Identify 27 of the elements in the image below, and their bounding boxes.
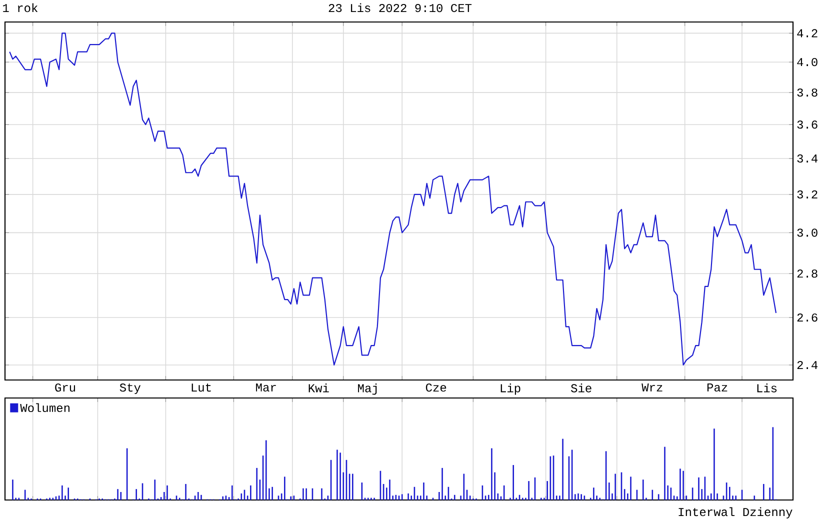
chart-subtitle: 23 Lis 2022 9:10 CET [328, 3, 472, 12]
y-tick-label: 3.8 [797, 88, 818, 97]
y-tick-label: 3.0 [797, 228, 818, 237]
legend-label: Wolumen [20, 403, 70, 412]
text: Interwal Dzienny [678, 507, 792, 518]
x-tick-label: Lut [192, 384, 211, 392]
x-tick-label: Kwi [308, 384, 329, 392]
y-tick-label: 3.4 [797, 154, 818, 163]
x-tick-label: Paz [707, 384, 728, 392]
y-tick-label: 4.0 [797, 58, 818, 66]
x-tick-label: Lis [757, 384, 777, 392]
x-tick-label: Mar [256, 384, 276, 392]
x-tick-label: Wrz [642, 384, 662, 392]
y-tick-label: 4.2 [797, 29, 818, 38]
y-tick-label: 2.8 [797, 270, 818, 278]
y-tick-label: 3.6 [797, 120, 818, 129]
y-tick-label: 2.6 [797, 313, 818, 322]
chart-title: 1 rok [3, 3, 38, 12]
y-tick-label: 2.4 [797, 360, 818, 370]
x-tick-label: Lip [500, 384, 520, 395]
line-series [9, 32, 777, 366]
x-tick-label: Sie [570, 384, 592, 392]
x-tick-label: Cze [426, 384, 446, 392]
x-tick-label: Gru [55, 384, 76, 392]
x-tick-label: Sty [120, 384, 141, 394]
x-tick-label: Maj [358, 384, 377, 395]
y-tick-label: 3.2 [797, 190, 818, 199]
